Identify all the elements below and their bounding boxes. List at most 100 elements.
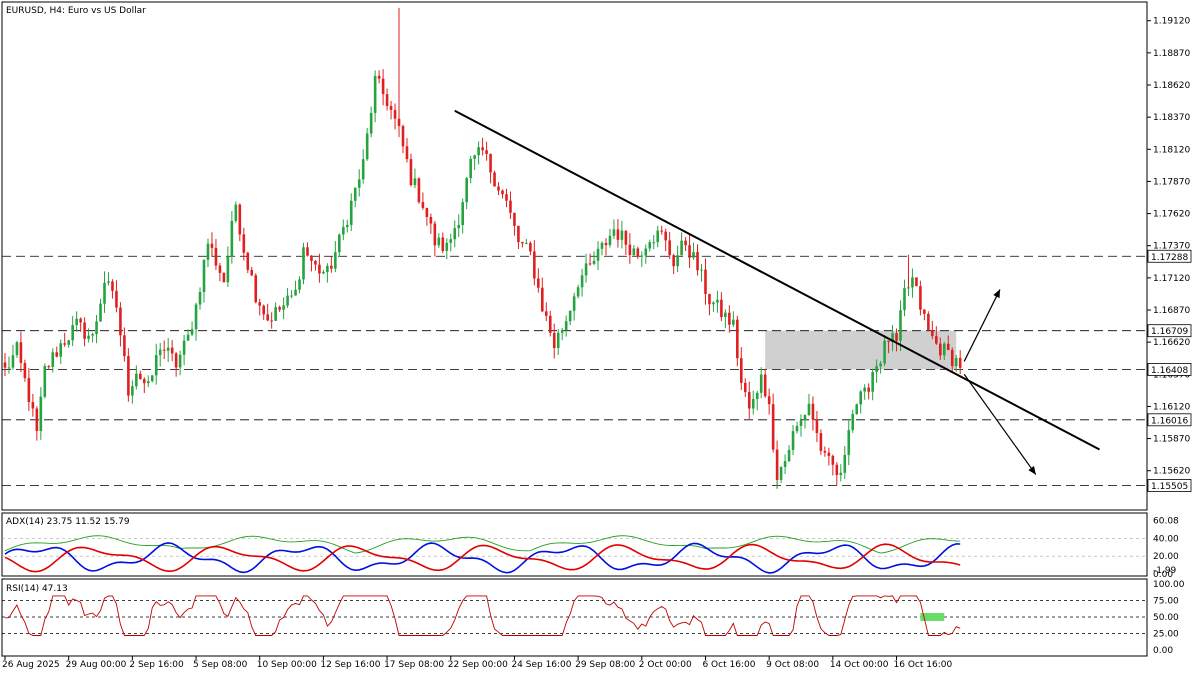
candle	[580, 268, 584, 297]
candle-body	[684, 240, 687, 246]
candle-body	[724, 312, 727, 318]
candle	[517, 225, 520, 249]
candle-body	[417, 178, 421, 203]
candle-body	[214, 247, 218, 266]
supply-demand-zone	[765, 330, 957, 370]
candle	[91, 332, 94, 343]
candle-body	[322, 272, 325, 274]
arrow-group[interactable]	[963, 289, 1037, 475]
candle-body	[548, 315, 552, 333]
candle	[771, 393, 775, 453]
candle-body	[342, 227, 345, 235]
time-tick-label: 29 Aug 00:00	[66, 660, 127, 670]
candle-body	[202, 259, 206, 293]
arrow-head	[1028, 466, 1036, 475]
candle	[743, 378, 747, 398]
candle	[429, 213, 433, 234]
candle-body	[59, 343, 63, 357]
candle-body	[616, 229, 620, 240]
candle-body	[357, 179, 361, 188]
candle	[111, 279, 114, 299]
level-tag-box	[1147, 249, 1192, 263]
candle-body	[839, 472, 843, 476]
candle	[668, 231, 671, 259]
candle-body	[672, 255, 675, 267]
candle	[35, 406, 39, 441]
candle	[887, 340, 890, 354]
price-tick-label: 1.17620	[1153, 210, 1190, 220]
candle	[55, 346, 59, 358]
candle-body	[190, 329, 194, 335]
candle	[958, 350, 962, 375]
candle-body	[843, 454, 847, 473]
candle	[135, 365, 138, 390]
level-tag-label: 1.16408	[1151, 366, 1188, 376]
candle-body	[588, 263, 592, 265]
candle-body	[449, 239, 453, 243]
candle	[576, 284, 580, 299]
candle-body	[576, 287, 580, 297]
level-tag-box	[1147, 324, 1192, 338]
candle	[409, 153, 413, 187]
candle-body	[763, 374, 767, 397]
trendline-group[interactable]	[454, 109, 1100, 451]
candle	[87, 328, 90, 343]
candle	[146, 375, 150, 387]
adx-panel: 60.08 40.00 20.00 -1.990.00	[2, 516, 1179, 580]
candle-body	[779, 466, 783, 480]
rsi-line	[4, 595, 961, 636]
candle-body	[182, 340, 186, 355]
price-tick-label: 1.15620	[1153, 467, 1190, 477]
arrow-head	[993, 289, 1000, 299]
candle	[724, 309, 727, 329]
price-tick-label: 1.17120	[1153, 274, 1190, 284]
candle	[740, 347, 743, 391]
candle-body	[254, 275, 258, 303]
candle-body	[632, 248, 636, 255]
candle	[250, 266, 254, 277]
candle-body	[497, 186, 500, 191]
candle-body	[899, 310, 902, 341]
rsi-tick-label: 100.00	[1153, 580, 1185, 590]
candle-body	[373, 75, 377, 113]
candle	[326, 263, 329, 283]
candle	[537, 268, 540, 293]
candle	[214, 238, 218, 270]
candle-body	[143, 379, 146, 384]
candle-body	[178, 354, 182, 368]
rsi-tick-label: 50.00	[1153, 613, 1179, 623]
candle-body	[234, 204, 238, 222]
candle	[708, 293, 711, 316]
time-tick-label: 16 Oct 16:00	[894, 660, 953, 670]
candle-body	[823, 450, 827, 453]
candle-body	[230, 221, 234, 257]
candle-body	[11, 355, 15, 368]
candle	[441, 232, 445, 254]
candle-body	[644, 248, 648, 256]
candle	[819, 429, 823, 455]
adx-tick-label: 60.08	[1153, 516, 1179, 526]
candle-body	[457, 224, 461, 229]
candle	[544, 302, 548, 322]
candle-body	[807, 403, 811, 415]
price-tick-label: 1.18370	[1153, 113, 1190, 123]
candle-body	[600, 242, 604, 249]
candle-body	[306, 247, 309, 256]
candles[interactable]	[3, 7, 962, 489]
candle	[365, 127, 369, 161]
candle	[182, 334, 186, 366]
candle-body	[51, 352, 55, 367]
candle-body	[238, 204, 242, 235]
candle	[823, 446, 827, 457]
time-tick-label: 17 Sep 08:00	[384, 660, 444, 670]
candle	[166, 337, 170, 363]
candle-body	[250, 269, 254, 276]
candle-body	[425, 207, 429, 217]
candle-body	[608, 235, 612, 246]
candle	[939, 337, 942, 360]
candle	[815, 410, 819, 443]
candle	[763, 368, 767, 398]
candle-body	[664, 231, 667, 241]
candle	[521, 241, 524, 248]
adx-zero-label: 0.00	[1153, 570, 1173, 580]
